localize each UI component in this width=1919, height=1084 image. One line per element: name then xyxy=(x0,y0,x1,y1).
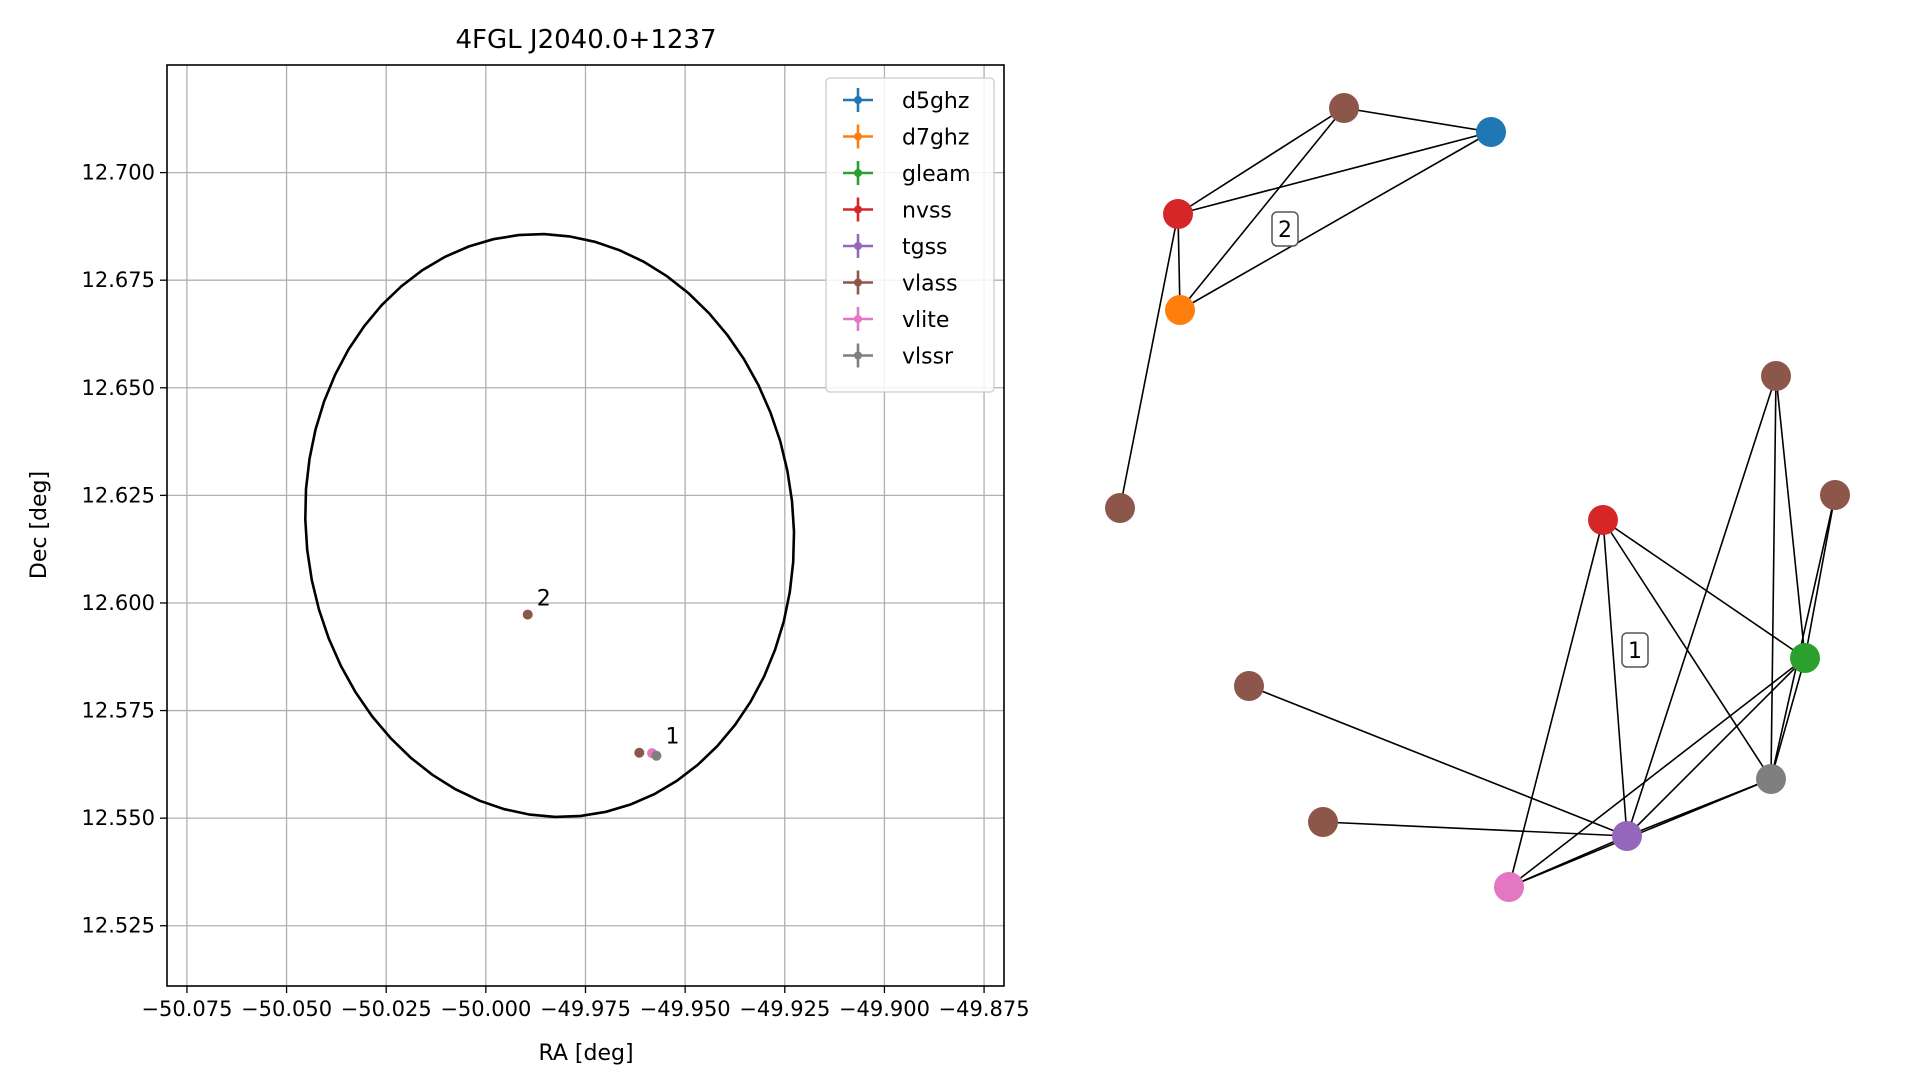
network-node-a_vlass xyxy=(1329,93,1359,123)
network-edge xyxy=(1248,685,1628,837)
network-edge xyxy=(1602,519,1628,837)
network-node-a_vlass2 xyxy=(1105,493,1135,523)
network-edge xyxy=(1177,213,1181,311)
legend-label: gleam xyxy=(902,162,971,187)
network-node-b_vlssr xyxy=(1756,764,1786,794)
network-node-b_vlass1 xyxy=(1761,361,1791,391)
network-edge xyxy=(1770,375,1777,780)
legend-label: tgss xyxy=(902,235,948,260)
legend-label: vlass xyxy=(902,272,958,297)
scatter-panel: 4FGL J2040.0+1237 21 −50.075 −50.050 −50.0… xyxy=(27,25,1030,1066)
network-edge xyxy=(1508,657,1806,888)
network-node-a_nvss xyxy=(1163,199,1193,229)
network-node-b_vlass4 xyxy=(1308,807,1338,837)
y-tick-label: 12.575 xyxy=(82,699,155,723)
grid xyxy=(167,65,1004,986)
network-edge xyxy=(1322,821,1628,837)
network-node-b_vlite xyxy=(1494,872,1524,902)
network-edge xyxy=(1770,494,1836,780)
network-edge xyxy=(1626,657,1806,837)
annotations: 21 xyxy=(537,587,680,750)
y-tick-label: 12.525 xyxy=(82,914,155,938)
x-axis-label: RA [deg] xyxy=(538,1041,633,1066)
network-edge xyxy=(1770,657,1806,780)
x-tick-label: −50.050 xyxy=(241,997,332,1021)
network-edge xyxy=(1179,131,1492,311)
network-node-b_nvss xyxy=(1588,505,1618,535)
network-edge xyxy=(1508,519,1604,888)
network-edge xyxy=(1804,494,1836,659)
network-edges xyxy=(1119,107,1836,888)
network-edge xyxy=(1343,107,1492,133)
group-labels: 21 xyxy=(1271,211,1649,668)
legend-marker-dot xyxy=(854,315,862,323)
annotation-label: 1 xyxy=(665,725,679,750)
x-axis-ticks: −50.075 −50.050 −50.025 −50.000 −49.975 −49.9… xyxy=(141,986,1030,1021)
network-edge xyxy=(1602,519,1806,659)
network-panel: 21 xyxy=(1105,93,1850,902)
network-edge xyxy=(1179,107,1345,311)
vlass-point xyxy=(634,747,645,758)
y-axis-label: Dec [deg] xyxy=(27,471,52,579)
x-tick-label: −49.975 xyxy=(540,997,631,1021)
legend-box xyxy=(825,77,995,393)
legend-label: nvss xyxy=(902,199,952,224)
y-tick-label: 12.625 xyxy=(82,483,155,507)
legend-marker-dot xyxy=(854,132,862,141)
network-edge xyxy=(1177,107,1345,215)
network-edge xyxy=(1177,131,1492,215)
legend-marker-dot xyxy=(854,205,862,214)
y-tick-label: 12.600 xyxy=(82,591,155,615)
x-tick-label: −49.925 xyxy=(739,997,830,1021)
group-label-box xyxy=(1621,632,1649,668)
network-node-b_tgss xyxy=(1612,821,1642,851)
legend-label: vlssr xyxy=(902,345,954,370)
x-tick-label: −50.075 xyxy=(141,997,232,1021)
x-tick-label: −49.950 xyxy=(640,997,731,1021)
x-tick-label: −49.875 xyxy=(939,997,1030,1021)
vlass-point xyxy=(522,609,533,620)
x-tick-label: −50.025 xyxy=(341,997,432,1021)
network-node-b_vlass2 xyxy=(1820,480,1850,510)
y-tick-label: 12.700 xyxy=(82,161,155,185)
x-tick-label: −49.900 xyxy=(839,997,930,1021)
legend: d5ghz d7ghz gleam nvss tgss vlass vlite vlssr xyxy=(825,77,995,393)
legend-marker-dot xyxy=(854,351,862,360)
legend-marker-dot xyxy=(854,278,862,287)
group-label: 2 xyxy=(1278,218,1292,243)
error-ellipse-layer xyxy=(303,232,796,819)
group-label-box xyxy=(1271,211,1299,247)
legend-label: d7ghz xyxy=(902,126,969,151)
y-axis-ticks: 12.525 12.550 12.575 12.600 12.625 12.650 12.6… xyxy=(82,161,167,938)
network-edge xyxy=(1119,213,1179,509)
network-nodes xyxy=(1105,93,1850,902)
vlssr-point xyxy=(651,750,662,761)
network-edge xyxy=(1508,835,1628,888)
network-node-b_gleam xyxy=(1790,643,1820,673)
annotation-label: 2 xyxy=(537,587,551,612)
legend-marker-dot xyxy=(854,242,862,250)
chart-title: 4FGL J2040.0+1237 xyxy=(456,25,717,55)
legend-label: vlite xyxy=(902,308,949,333)
data-points xyxy=(522,609,662,761)
network-node-a_d7ghz xyxy=(1165,295,1195,325)
network-edge xyxy=(1626,375,1777,837)
legend-label: d5ghz xyxy=(902,89,969,114)
network-node-a_d5ghz xyxy=(1476,117,1506,147)
legend-marker-dot xyxy=(854,169,862,177)
error-ellipse xyxy=(303,232,796,819)
y-tick-label: 12.650 xyxy=(82,376,155,400)
network-node-b_vlass3 xyxy=(1234,671,1264,701)
y-tick-label: 12.675 xyxy=(82,268,155,292)
network-edge xyxy=(1775,375,1806,659)
y-tick-label: 12.550 xyxy=(82,806,155,830)
legend-marker-dot xyxy=(854,96,862,104)
x-tick-label: −50.000 xyxy=(440,997,531,1021)
group-label: 1 xyxy=(1628,639,1642,664)
